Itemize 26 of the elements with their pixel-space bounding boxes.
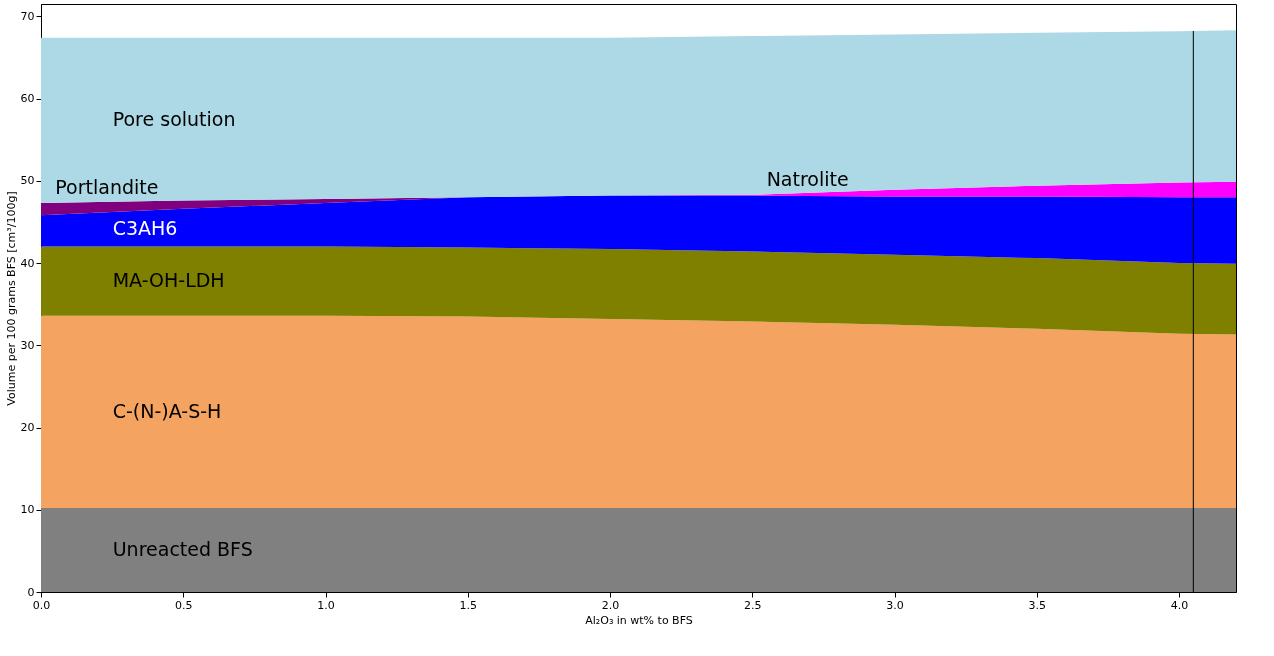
- y-tick-label: 40: [20, 256, 35, 270]
- y-tick-label: 0: [27, 585, 35, 599]
- x-axis-title: Al₂O₃ in wt% to BFS: [585, 613, 693, 627]
- series-label: C3AH6: [112, 217, 178, 240]
- x-tick-label: 3.0: [886, 598, 904, 612]
- y-tick-label: 60: [20, 92, 35, 106]
- series-label: MA-OH-LDH: [112, 269, 225, 292]
- y-tick-label: 50: [20, 174, 35, 188]
- series-label: Portlandite: [55, 176, 159, 199]
- y-axis-title: Volume per 100 grams BFS [cm³/100g]: [4, 191, 18, 406]
- y-tick-label: 30: [20, 338, 35, 352]
- series-label: Pore solution: [112, 107, 236, 130]
- x-tick-label: 0.0: [32, 598, 51, 612]
- y-tick-label: 20: [20, 421, 35, 435]
- series-label: C-(N-)A-S-H: [112, 399, 222, 422]
- series-label: Natrolite: [766, 167, 849, 190]
- y-tick-label: 10: [20, 503, 35, 517]
- x-tick-label: 2.5: [744, 598, 762, 612]
- series-label: Unreacted BFS: [112, 538, 253, 561]
- y-tick-label: 70: [20, 9, 35, 23]
- x-tick-label: 1.5: [459, 598, 478, 612]
- x-tick-label: 2.0: [601, 598, 620, 612]
- x-tick-label: 1.0: [317, 598, 335, 612]
- x-tick-label: 0.5: [175, 598, 193, 612]
- x-tick-label: 4.0: [1170, 598, 1189, 612]
- x-tick-label: 3.5: [1028, 598, 1047, 612]
